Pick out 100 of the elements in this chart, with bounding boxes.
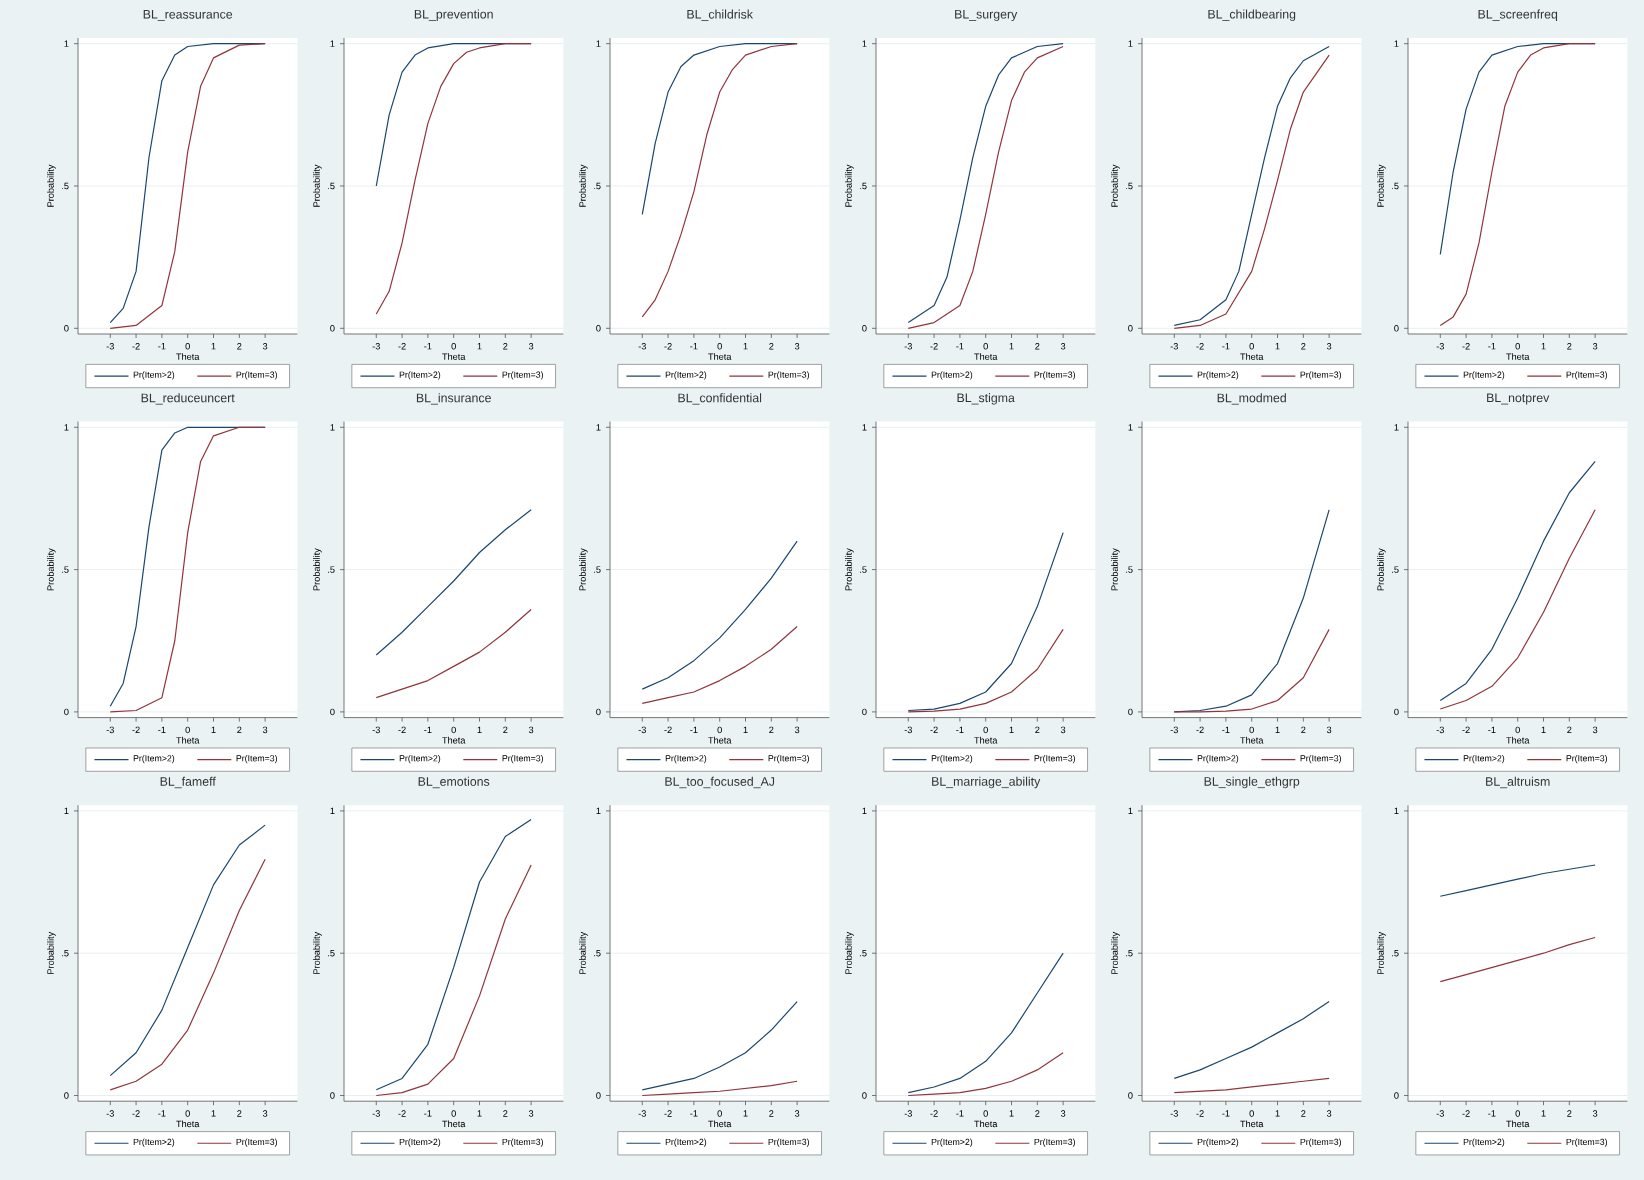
y-tick-label: 0: [64, 325, 69, 332]
y-tick-label: 1: [862, 424, 867, 431]
y-tick-label: .5: [860, 566, 867, 573]
legend-label: Pr(Item>2): [665, 754, 707, 764]
x-tick-label: 2: [1567, 1110, 1572, 1117]
x-tick-label: 3: [528, 1110, 534, 1117]
x-tick-label: -1: [690, 1110, 698, 1117]
chart-title: BL_modmed: [1217, 393, 1286, 405]
x-tick-label: -2: [1462, 726, 1470, 734]
x-tick-label: -2: [132, 343, 140, 350]
x-tick-label: -2: [1196, 1110, 1204, 1117]
legend-label: Pr(Item=3): [236, 1138, 277, 1147]
x-tick-label: 2: [237, 1110, 242, 1117]
y-tick-label: 0: [64, 1092, 69, 1099]
y-tick-label: 1: [1128, 40, 1133, 47]
y-tick-label: 1: [1394, 40, 1399, 47]
line-series: [1439, 43, 1596, 327]
x-tick-label: 2: [1567, 343, 1572, 350]
x-tick-label: 2: [1035, 726, 1040, 734]
x-axis-title: Theta: [1240, 1120, 1264, 1128]
legend-label: Pr(Item=3): [1566, 1138, 1608, 1147]
y-tick-label: 1: [1394, 424, 1399, 431]
line-series: [641, 625, 798, 704]
legend-label: Pr(Item>2): [399, 754, 441, 764]
y-tick-label: 1: [330, 807, 335, 815]
y-axis-title: Probability: [579, 931, 588, 974]
legend-label: Pr(Item>2): [665, 371, 707, 380]
legend-label: Pr(Item=3): [1566, 371, 1608, 380]
legend-label: Pr(Item=3): [236, 754, 277, 764]
y-axis-title: Probability: [47, 164, 56, 207]
y-tick-label: .5: [594, 182, 601, 190]
x-tick-label: 3: [262, 343, 268, 350]
y-tick-label: .5: [1392, 566, 1399, 573]
legend-label: Pr(Item=3): [1034, 371, 1076, 380]
legend-label: Pr(Item=3): [1034, 1138, 1076, 1147]
x-tick-label: -1: [158, 726, 166, 733]
y-tick-label: 1: [330, 40, 335, 47]
x-tick-label: -3: [638, 343, 646, 350]
chart-title: BL_prevention: [414, 9, 493, 21]
x-tick-label: 2: [237, 343, 242, 350]
x-axis-title: Theta: [974, 736, 998, 744]
x-tick-label: -2: [398, 1110, 406, 1117]
line-series: [375, 509, 532, 656]
x-tick-label: 1: [1009, 1110, 1014, 1117]
x-tick-label: 1: [743, 726, 748, 733]
x-tick-label: -3: [106, 1110, 114, 1117]
y-tick-label: 0: [1128, 708, 1133, 716]
legend-label: Pr(Item=3): [502, 1138, 543, 1147]
x-tick-label: -1: [1488, 1110, 1496, 1117]
x-tick-label: -1: [158, 1110, 166, 1117]
chart-title: BL_confidential: [678, 393, 762, 405]
x-tick-label: -1: [690, 343, 698, 350]
y-tick-label: .5: [1126, 949, 1133, 957]
x-tick-label: -2: [1462, 343, 1470, 350]
x-tick-label: 3: [1060, 1110, 1066, 1117]
x-tick-label: 3: [794, 726, 800, 734]
y-axis-title: Probability: [1377, 548, 1386, 591]
legend-label: Pr(Item>2): [133, 371, 175, 380]
y-tick-label: 0: [64, 708, 69, 716]
x-tick-label: 3: [1592, 726, 1598, 734]
chart-title: BL_reduceuncert: [141, 393, 235, 405]
x-tick-label: 0: [1249, 726, 1254, 734]
x-tick-label: -3: [372, 343, 380, 350]
x-tick-label: -2: [1196, 343, 1204, 350]
x-tick-label: 1: [1009, 343, 1014, 350]
y-tick-label: 0: [596, 1092, 601, 1099]
y-tick-label: 0: [596, 708, 601, 716]
x-axis-title: Theta: [442, 736, 466, 744]
y-tick-label: .5: [62, 949, 69, 957]
y-tick-label: .5: [1392, 949, 1399, 957]
x-tick-label: -3: [904, 726, 912, 734]
y-tick-label: 0: [1128, 325, 1133, 332]
chart-title: BL_childrisk: [687, 9, 753, 21]
y-tick-label: .5: [328, 182, 335, 190]
chart-title: BL_childbearing: [1208, 9, 1296, 21]
line-series: [907, 531, 1064, 712]
x-tick-label: 1: [743, 343, 748, 350]
x-tick-label: 2: [769, 1110, 774, 1117]
x-tick-label: 3: [1060, 343, 1066, 350]
y-axis-title: Probability: [1377, 164, 1386, 207]
x-tick-label: 1: [477, 343, 482, 350]
y-tick-label: .5: [328, 566, 335, 573]
legend-label: Pr(Item=3): [1300, 371, 1342, 380]
x-tick-label: 3: [1592, 343, 1598, 350]
x-tick-label: 3: [794, 343, 800, 350]
x-tick-label: 3: [1326, 343, 1332, 350]
x-axis-title: Theta: [708, 353, 732, 360]
y-axis-title: Probability: [47, 931, 56, 974]
x-tick-label: 1: [743, 1110, 748, 1117]
y-tick-label: 1: [862, 40, 867, 47]
legend-label: Pr(Item>2): [1463, 371, 1505, 380]
x-axis-title: Theta: [708, 1120, 732, 1128]
x-tick-label: -2: [930, 726, 938, 734]
chart-title: BL_emotions: [418, 776, 490, 789]
x-tick-label: 3: [1326, 1110, 1332, 1117]
y-tick-label: 1: [596, 807, 601, 815]
y-tick-label: 0: [1394, 325, 1399, 332]
x-axis-title: Theta: [442, 1120, 466, 1128]
x-tick-label: -2: [132, 1110, 140, 1117]
x-tick-label: -1: [1222, 1110, 1230, 1117]
